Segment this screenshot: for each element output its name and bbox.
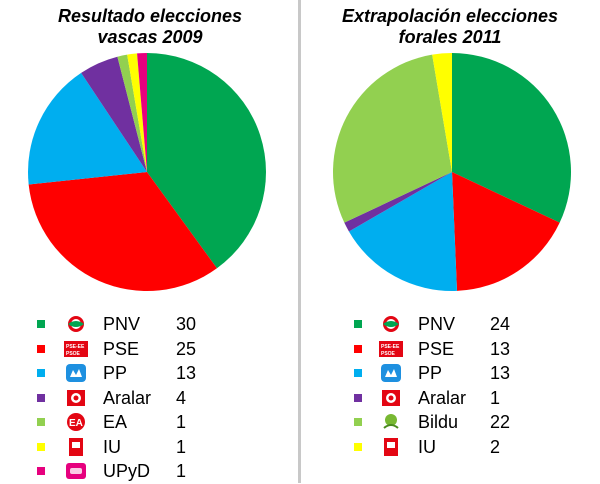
chart-panel-2011: Extrapolación elecciones forales 2011 PN…: [300, 0, 600, 483]
legend-item-ea: EA EA 1: [0, 411, 300, 435]
legend-party-name: Bildu: [418, 412, 459, 432]
chart-title: Extrapolación elecciones forales 2011: [300, 6, 600, 48]
legend-seat-count: 1: [176, 436, 187, 457]
legend-item-pp: PP 13: [0, 362, 300, 386]
pie-slice-iu: [127, 53, 147, 172]
legend-seat-count: 1: [490, 387, 501, 408]
legend-seat-count: 13: [176, 363, 197, 383]
legend-party-name: IU: [418, 436, 436, 457]
pie-slice-aralar: [344, 172, 452, 232]
legend-swatch: [354, 418, 362, 426]
legend-item-iu: IU 2: [300, 436, 600, 460]
chart-title-line-1: Resultado elecciones: [57, 6, 243, 26]
svg-text:EA: EA: [69, 418, 83, 429]
pie-slice-pnv: [147, 53, 267, 269]
upyd-logo: [66, 463, 86, 479]
legend-item-upyd: UPyD 1: [0, 460, 300, 484]
legend-seat-count: 1: [176, 412, 187, 432]
iu-logo: [69, 437, 83, 456]
iu-logo: [384, 437, 398, 456]
legend-swatch: [37, 442, 45, 451]
legend-swatch: [354, 320, 362, 328]
legend-seat-count: 13: [490, 363, 511, 383]
legend-swatch: [354, 344, 362, 353]
legend-party-name: PSE: [418, 338, 455, 359]
legend-swatch: [37, 344, 45, 353]
bildu-logo: [383, 414, 399, 429]
legend-party-name: EA: [103, 412, 128, 432]
legend-party-name: UPyD: [103, 461, 151, 481]
legend-swatch: [37, 467, 45, 475]
pp-logo: [381, 364, 401, 382]
pie-slice-bildu: [333, 54, 452, 223]
pp-logo: [66, 364, 86, 382]
legend-party-name: PNV: [418, 314, 456, 334]
legend-swatch: [37, 393, 45, 402]
legend-party-name: PP: [103, 363, 128, 383]
legend-seat-count: 2: [490, 436, 501, 457]
pie-slice-pp: [27, 72, 147, 185]
legend-item-aralar: Aralar 1: [300, 387, 600, 411]
chart-panel-2009: Resultado elecciones vascas 2009 PNV 30 PS…: [0, 0, 300, 483]
panel-divider: [298, 0, 301, 483]
legend-item-pp: PP 13: [300, 362, 600, 386]
chart-title: Resultado elecciones vascas 2009: [0, 6, 300, 48]
legend-seat-count: 1: [176, 461, 187, 481]
pie-chart-2009: [27, 53, 267, 291]
legend-seat-count: 22: [490, 412, 511, 432]
pie-slice-pnv: [452, 53, 571, 223]
svg-text:PSE-EE: PSE-EE: [66, 344, 85, 350]
legend-party-name: PSE: [103, 338, 140, 359]
pie-slice-pp: [348, 172, 457, 292]
pnv-logo: [383, 316, 399, 332]
pie-slice-upyd: [137, 53, 147, 172]
legend-seat-count: 24: [490, 314, 511, 334]
chart-title-line-2: vascas 2009: [97, 27, 203, 47]
legend-seat-count: 30: [176, 314, 197, 334]
ea-logo: EA: [67, 413, 85, 431]
aralar-logo: [67, 389, 85, 406]
pie-slice-pse: [452, 172, 560, 291]
legend-item-pnv: PNV 30: [0, 313, 300, 337]
svg-text:PSOE: PSOE: [381, 351, 396, 357]
legend-item-pnv: PNV 24: [300, 313, 600, 337]
pie-slice-pse: [28, 172, 217, 291]
legend-seat-count: 25: [176, 338, 197, 359]
legend-party-name: IU: [103, 436, 121, 457]
legend-party-name: Aralar: [103, 387, 152, 408]
legend-party-name: PNV: [103, 314, 141, 334]
legend-item-aralar: Aralar 4: [0, 387, 300, 411]
legend-swatch: [37, 369, 45, 377]
legend-item-pse: PSE-EE PSOE PSE 13: [300, 338, 600, 362]
aralar-logo: [382, 389, 400, 406]
legend-seat-count: 13: [490, 338, 511, 359]
legend-swatch: [37, 320, 45, 328]
pie-slice-iu: [432, 53, 452, 172]
legend-swatch: [354, 393, 362, 402]
pnv-logo: [68, 316, 84, 332]
legend-item-pse: PSE-EE PSOE PSE 25: [0, 338, 300, 362]
pie-slice-aralar: [81, 56, 147, 173]
svg-text:PSE-EE: PSE-EE: [381, 344, 400, 350]
pie-slice-ea: [117, 54, 147, 172]
legend-swatch: [37, 418, 45, 426]
legend-party-name: PP: [418, 363, 443, 383]
legend-item-iu: IU 1: [0, 436, 300, 460]
svg-text:PSOE: PSOE: [66, 351, 81, 357]
legend-party-name: Aralar: [418, 387, 467, 408]
chart-title-line-1: Extrapolación elecciones: [341, 6, 559, 26]
legend-swatch: [354, 369, 362, 377]
legend-seat-count: 4: [176, 387, 187, 408]
legend-swatch: [354, 442, 362, 451]
chart-title-line-2: forales 2011: [398, 27, 502, 47]
pie-chart-2011: [333, 53, 571, 292]
legend-item-bildu: Bildu 22: [300, 411, 600, 435]
